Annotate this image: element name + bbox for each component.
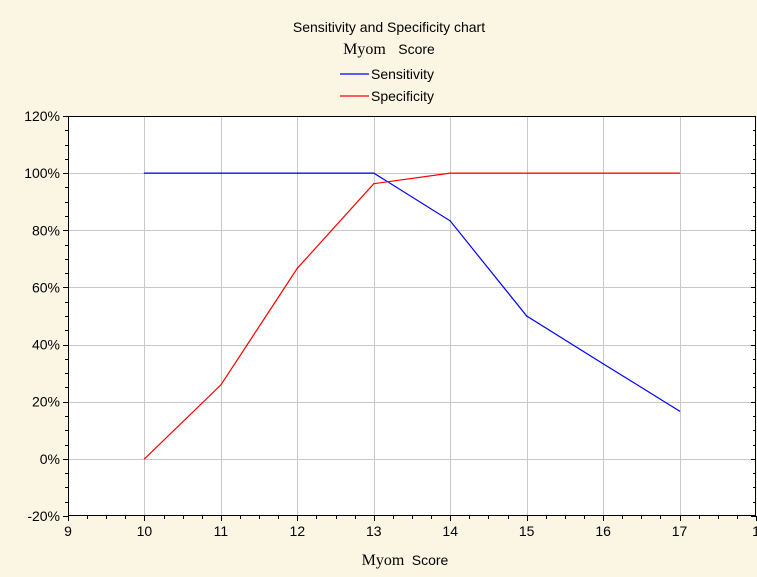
chart-subtitle-part1: Myom (343, 41, 386, 58)
data-point-sensitivity (602, 363, 604, 365)
x-tick-label: 13 (366, 523, 382, 539)
data-point-sensitivity (296, 172, 298, 174)
x-axis-label: Myom Score (362, 552, 449, 569)
data-point-specificity (679, 172, 681, 174)
y-tick-label: 100% (24, 165, 60, 181)
series-line-specificity (143, 172, 680, 460)
data-point-specificity (296, 267, 298, 269)
y-tick-label: 20% (32, 394, 60, 410)
chart-subtitle: Myom Score (343, 41, 435, 58)
x-tick-label: 15 (519, 523, 535, 539)
chart-subtitle-part2: Score (398, 41, 435, 57)
plot-area (68, 116, 756, 516)
y-tick-label: 80% (32, 222, 60, 238)
data-point-sensitivity (449, 220, 451, 222)
x-tick-label: 9 (64, 523, 72, 539)
x-tick-label: 17 (672, 523, 688, 539)
x-tick-label: 14 (442, 523, 458, 539)
x-axis-label-part1: Myom (362, 552, 405, 569)
data-point-specificity (373, 183, 375, 185)
data-point-sensitivity (143, 172, 145, 174)
y-tick-label: 0% (40, 451, 60, 467)
x-axis-label-part2: Score (412, 552, 449, 568)
y-tick-label: -20% (27, 508, 60, 524)
data-point-specificity (526, 172, 528, 174)
legend: Sensitivity Specificity (340, 66, 434, 104)
y-tick-label: 120% (24, 108, 60, 124)
data-point-sensitivity (220, 172, 222, 174)
series-lines (143, 172, 681, 460)
axis-ticks: 9 10 11 12 13 14 15 16 17 1 -20% 0% 20% 40% 60% 80% 100%… (24, 108, 757, 539)
data-point-specificity (602, 172, 604, 174)
legend-label-specificity: Specificity (371, 88, 434, 104)
series-line-sensitivity (144, 172, 680, 412)
data-point-sensitivity (373, 172, 375, 174)
x-tick-label: 1 (752, 523, 757, 539)
x-tick-label: 16 (595, 523, 611, 539)
data-point-specificity (143, 458, 145, 460)
legend-label-sensitivity: Sensitivity (371, 66, 434, 82)
data-point-specificity (220, 384, 222, 386)
chart-title: Sensitivity and Specificity chart (293, 19, 485, 35)
y-tick-label: 40% (32, 337, 60, 353)
x-tick-label: 10 (137, 523, 153, 539)
x-tick-label: 11 (214, 523, 229, 539)
data-point-sensitivity (526, 315, 528, 317)
data-point-specificity (449, 172, 451, 174)
x-tick-label: 12 (290, 523, 306, 539)
data-point-sensitivity (679, 410, 681, 412)
y-tick-label: 60% (32, 279, 60, 295)
